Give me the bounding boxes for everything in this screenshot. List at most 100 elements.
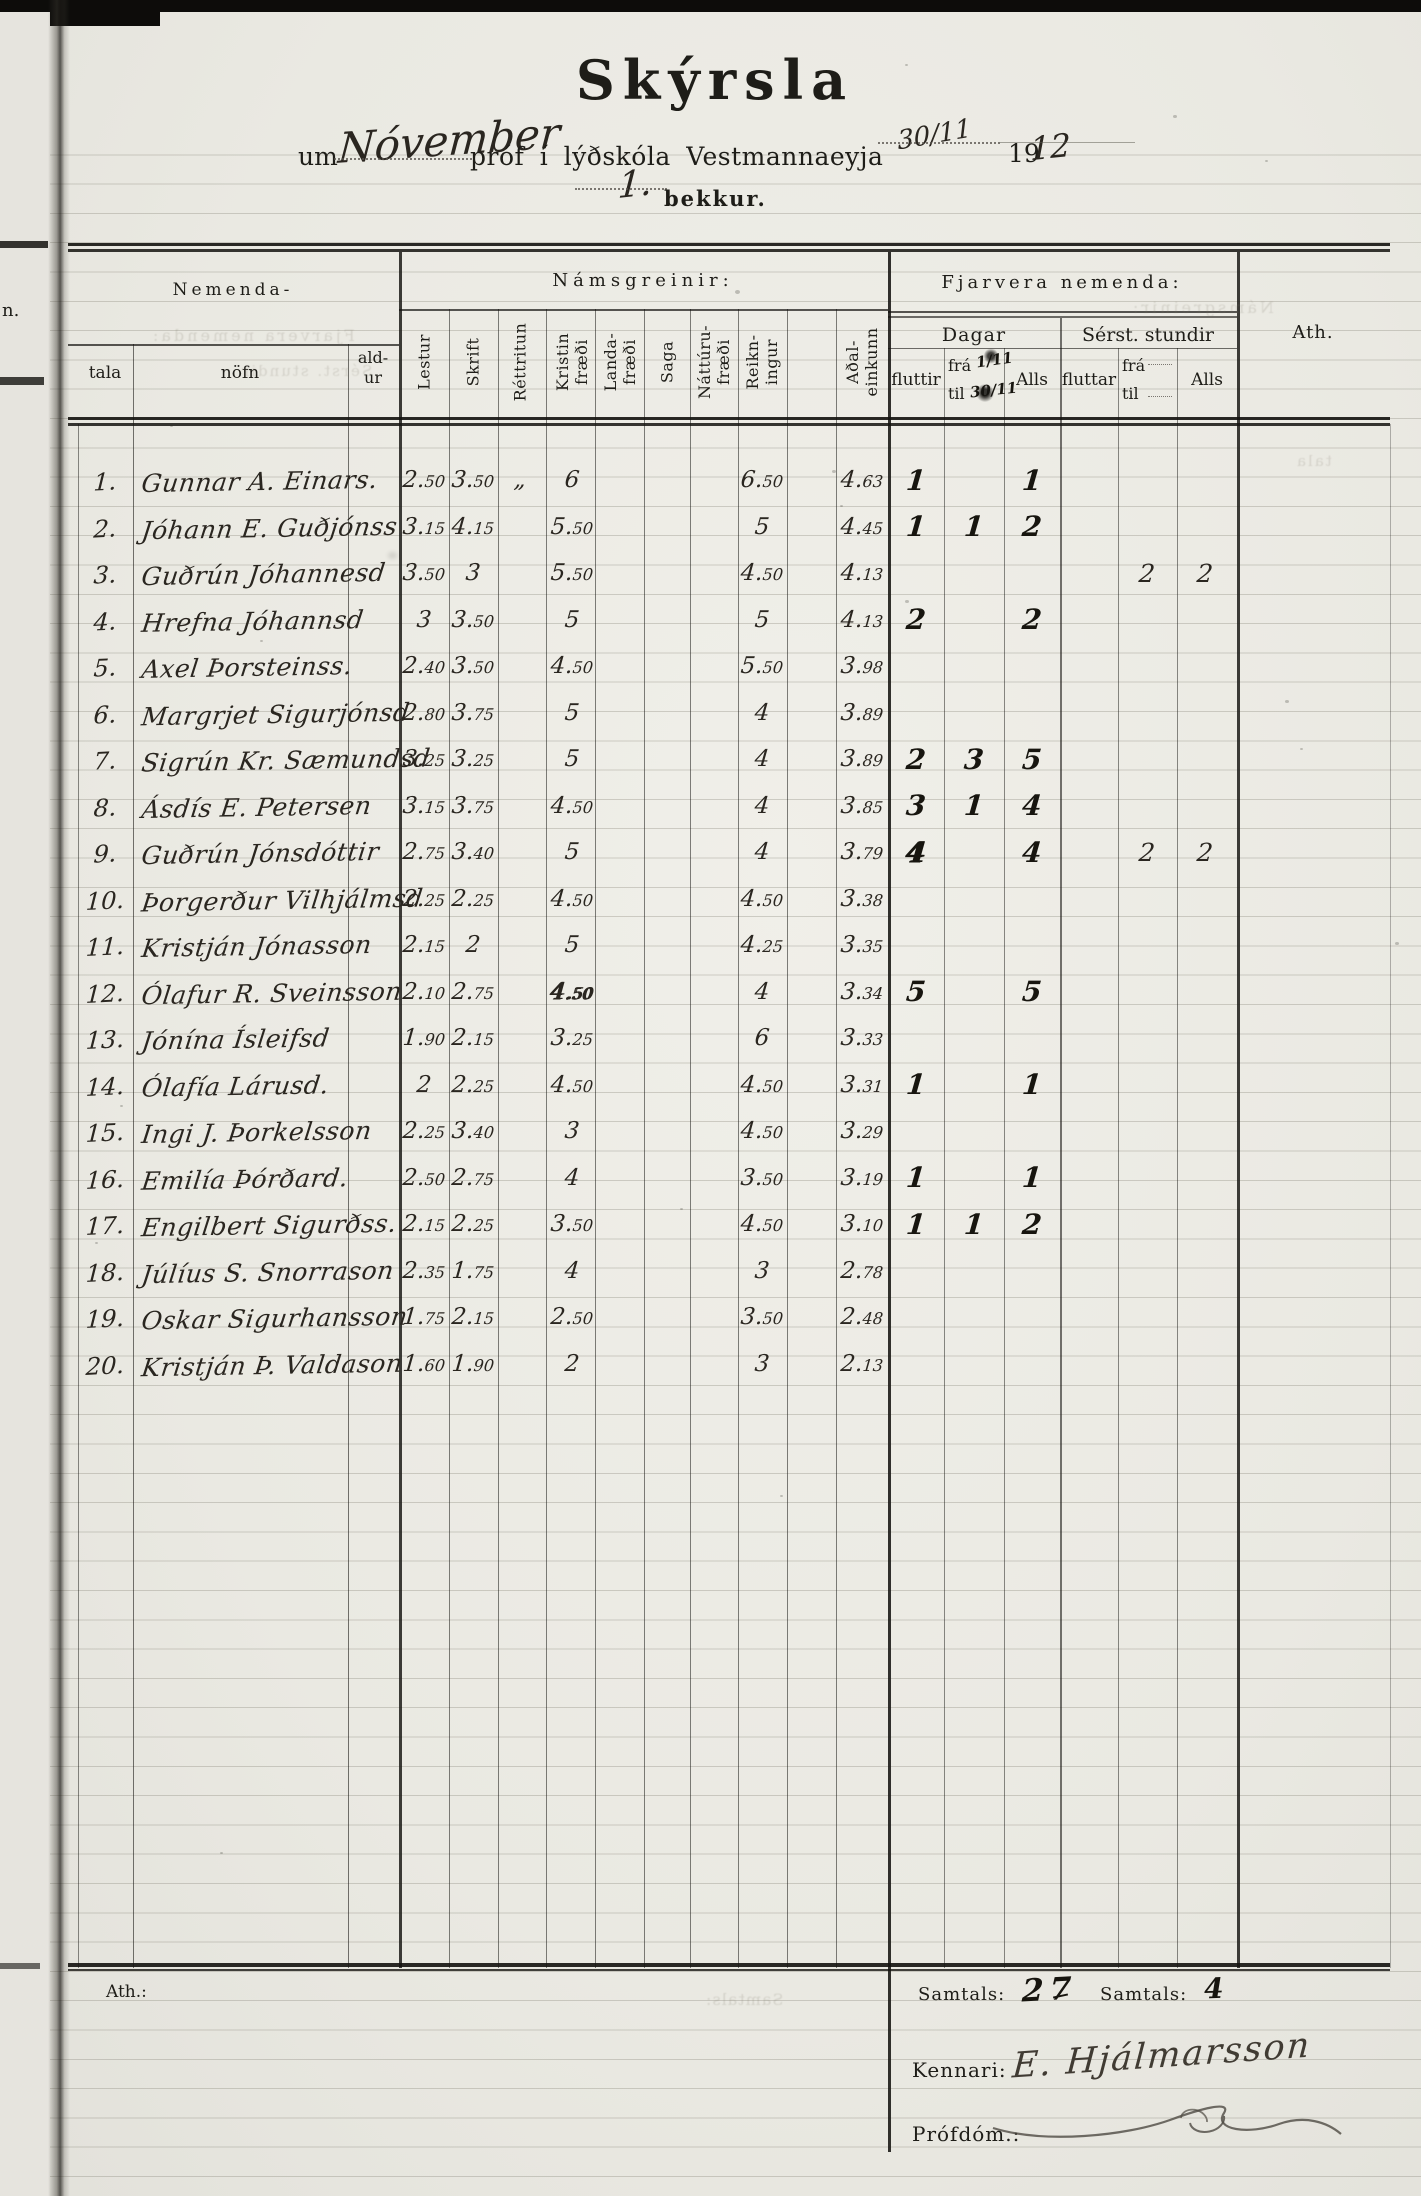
cell-adaleinkunn: 3.89	[839, 746, 884, 773]
grid-vline	[546, 424, 547, 1968]
cell-lestur: 3.15	[401, 792, 446, 819]
cell-adaleinkunn: 3.79	[839, 839, 884, 866]
cell-skrift: 2.25	[450, 885, 495, 912]
paper-speck	[832, 470, 836, 474]
cell-lestur: 2.10	[401, 978, 446, 1005]
grid-vline	[1237, 252, 1240, 424]
grade-fraction: 31	[861, 1076, 884, 1096]
cell-skrift: 2.15	[450, 1304, 495, 1331]
class-underline	[575, 188, 667, 190]
header-group-subjects: Námsgreinir:	[552, 270, 734, 291]
grid-hline	[888, 348, 1237, 349]
grid-vline	[78, 424, 79, 1968]
cell-reikningur: 5	[753, 606, 771, 633]
grid-hline	[888, 311, 1237, 313]
cell-d-alls: 1	[1020, 463, 1044, 497]
grid-vline	[399, 424, 402, 1968]
table-row: 3. Guðrún Jóhannesd 3.50 3 5.50 4.50 4.13 2 2	[0, 553, 1421, 600]
cell-skrift: 3.40	[450, 839, 495, 866]
grade-fraction: 75	[472, 1169, 495, 1189]
class-label: bekkur.	[664, 186, 767, 211]
grid-vline	[888, 252, 891, 424]
cell-rettritun: „	[512, 467, 528, 494]
header-hours-alls: Alls	[1191, 370, 1223, 390]
grid-vline	[595, 424, 596, 1968]
grade-fraction: 63	[861, 472, 884, 492]
grid-vline	[546, 309, 547, 424]
kennari-label: Kennari:	[912, 2058, 1007, 2082]
table-row: 5. Axel Þorsteinss. 2.40 3.50 4.50 5.50 3.98	[0, 646, 1421, 693]
grid-vline	[348, 424, 349, 1968]
cell-adaleinkunn: 3.98	[839, 653, 884, 680]
cell-s-fra-til: 2	[1137, 838, 1157, 867]
cell-reikningur: 3	[753, 1350, 771, 1377]
subtitle-text: próf í lýðskóla Vestmannaeyja	[470, 142, 884, 171]
cell-d-alls: 1	[1020, 1161, 1044, 1195]
cell-skrift: 2.75	[450, 978, 495, 1005]
row-name: Þorgerður Vilhjálmsd	[139, 883, 425, 917]
cell-adaleinkunn: 3.89	[839, 699, 884, 726]
grid-vline	[498, 309, 499, 424]
previous-page-edge	[0, 12, 50, 2196]
grade-fraction: 89	[861, 751, 884, 771]
grade-fraction: 10	[861, 1216, 884, 1236]
cell-kristin: 4.50	[549, 653, 594, 680]
bleed-through-text: tala	[1295, 452, 1332, 470]
cell-adaleinkunn: 3.29	[839, 1118, 884, 1145]
grade-fraction: 15	[423, 797, 446, 817]
cell-reikningur: 3.50	[739, 1304, 784, 1331]
year-printed: 19	[1008, 139, 1040, 168]
subject-header-7: Náttúru- fræði	[695, 324, 733, 400]
paper-speck	[780, 1495, 783, 1498]
cell-reikningur: 6.50	[739, 467, 784, 494]
row-number: 13.	[85, 1025, 125, 1055]
row-number: 8.	[92, 792, 118, 823]
table-row: 20. Kristján Þ. Valdason 1.60 1.90 2 3 2.13	[0, 1344, 1421, 1391]
cell-d-fluttir: 1	[904, 1161, 928, 1195]
grade-fraction: 75	[472, 983, 495, 1003]
grade-fraction: 50	[761, 565, 784, 585]
row-name: Kristján Þ. Valdason	[139, 1348, 405, 1382]
cell-reikningur: 4.50	[739, 1211, 784, 1238]
row-name: Ingi J. Þorkelsson	[139, 1115, 374, 1150]
table-row: 1. Gunnar A. Einars. 2.50 3.50 „ 6 6.50 4.63 1 1	[0, 460, 1421, 507]
paper-speck	[388, 552, 397, 560]
cell-lestur: 3.15	[401, 513, 446, 540]
cell-d-fluttir: 2	[904, 603, 928, 637]
table-row: 11. Kristján Jónasson 2.15 2 5 4.25 3.35	[0, 925, 1421, 972]
grade-fraction: 15	[472, 518, 495, 538]
cell-skrift: 2.75	[450, 1164, 495, 1191]
paper-speck	[170, 425, 173, 428]
grade-fraction: 78	[861, 1262, 884, 1282]
cell-adaleinkunn: 4.63	[839, 467, 884, 494]
grade-fraction: 50	[423, 472, 446, 492]
table-row: 15. Ingi J. Þorkelsson 2.25 3.40 3 4.50 3.29	[0, 1111, 1421, 1158]
bleed-through-text: Samtals:	[705, 1990, 784, 2009]
grade-fraction: 15	[472, 1309, 495, 1329]
samtals-days-value-handwritten: 27	[1021, 1970, 1078, 2010]
header-group-absence: Fjarvera nemenda:	[941, 272, 1183, 293]
cell-kristin: 5.50	[549, 560, 594, 587]
grade-fraction: 19	[861, 1169, 884, 1189]
grade-fraction: 25	[472, 751, 495, 771]
grade-fraction: 50	[423, 565, 446, 585]
month-underline	[334, 158, 472, 160]
cell-reikningur: 5.50	[739, 653, 784, 680]
paper-speck	[1300, 748, 1303, 751]
grid-vline	[1004, 424, 1005, 1968]
hours-fra-blank	[1148, 364, 1172, 365]
cell-kristin: 5	[563, 746, 581, 773]
class-number-handwritten: 1.	[616, 161, 654, 208]
paper-speck	[260, 640, 263, 643]
margin-rule-fragment	[0, 1963, 40, 1969]
grade-fraction: 33	[861, 1030, 884, 1050]
cell-adaleinkunn: 3.85	[839, 792, 884, 819]
grid-vline	[133, 344, 134, 424]
cell-reikningur: 4	[753, 839, 771, 866]
cell-lestur: 2.50	[401, 467, 446, 494]
grade-fraction: 48	[861, 1309, 884, 1329]
cell-skrift: 2.15	[450, 1025, 495, 1052]
row-name: Kristján Jónasson	[139, 929, 374, 964]
grade-fraction: 80	[423, 704, 446, 724]
cell-kristin: 4	[563, 1257, 581, 1284]
